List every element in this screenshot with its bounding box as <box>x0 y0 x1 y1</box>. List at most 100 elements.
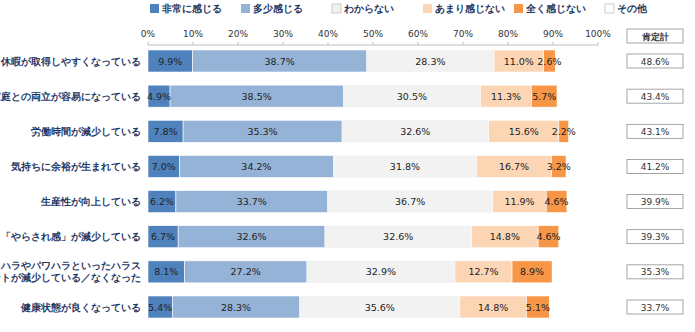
data-label: 28.3% <box>415 56 445 67</box>
legend-swatch <box>605 4 614 13</box>
data-label: 32.9% <box>366 266 396 277</box>
legend: 非常に感じる多少感じるわからないあまり感じない全く感じないその他 <box>150 3 648 15</box>
total-value: 43.1% <box>641 127 670 137</box>
bar-segment <box>552 261 598 283</box>
category-label: 労働時間が減少している <box>31 126 141 137</box>
total-box <box>627 89 683 103</box>
y-axis: 休暇が取得しやすくなっている家庭との両立が容易になっている労働時間が減少している… <box>0 56 141 314</box>
bar-segment <box>148 155 180 177</box>
total-box <box>627 230 683 244</box>
total-value: 41.2% <box>641 162 670 172</box>
bar-segment <box>555 50 598 72</box>
data-label: 14.8% <box>490 231 520 242</box>
tick-label: 80% <box>498 29 518 39</box>
bar-segment <box>455 261 512 283</box>
data-label: 6.7% <box>151 231 175 242</box>
total-box <box>627 265 683 279</box>
total-value: 39.9% <box>641 197 670 207</box>
tick-label: 100% <box>585 29 611 39</box>
tick-label: 90% <box>543 29 563 39</box>
data-label: 4.9% <box>147 91 171 102</box>
bar-segment <box>307 261 455 283</box>
bar-segment <box>184 261 306 283</box>
bar-segment <box>333 155 476 177</box>
data-label: 4.6% <box>545 196 569 207</box>
bar-segment <box>489 120 559 142</box>
bar-segment <box>477 155 552 177</box>
bar-segment <box>367 50 494 72</box>
bar-segment <box>559 226 598 248</box>
legend-label: 多少感じる <box>253 3 303 14</box>
bar-segment <box>342 120 489 142</box>
bar-segment <box>512 261 552 283</box>
data-label: 8.9% <box>520 266 544 277</box>
total-header-box <box>627 29 683 43</box>
category-label: 休暇が取得しやすくなっている <box>0 56 141 68</box>
legend-label: 全く感じない <box>525 3 586 15</box>
total-header: 肯定計 <box>641 32 669 42</box>
data-label: 32.6% <box>400 126 430 137</box>
data-label: 7.8% <box>153 126 177 137</box>
x-axis: 0%10%20%30%40%50%60%70%80%90%100% <box>141 29 611 45</box>
total-box <box>627 124 683 138</box>
category-label: 生産性が向上している <box>40 196 141 207</box>
tick-mark <box>553 42 554 45</box>
category-label: 気持ちに余裕が生まれている <box>10 161 141 172</box>
tick-mark <box>328 42 329 45</box>
bar-segment <box>148 191 176 213</box>
legend-label: その他 <box>617 3 648 14</box>
data-label: 8.1% <box>154 266 178 277</box>
bar-segment <box>180 155 334 177</box>
total-value: 33.7% <box>641 303 670 313</box>
legend-item: その他 <box>605 3 648 14</box>
bar-segment <box>148 50 193 72</box>
legend-swatch <box>241 4 250 13</box>
bar-segment <box>531 85 557 107</box>
tick-mark <box>373 42 374 45</box>
data-label: 32.6% <box>236 231 266 242</box>
tick-mark <box>418 42 419 45</box>
data-label: 11.9% <box>504 196 534 207</box>
data-label: 2.2% <box>552 126 576 137</box>
legend-swatch <box>332 4 341 13</box>
bar-segment <box>549 296 598 318</box>
tick-mark <box>148 42 149 45</box>
bar-segment <box>178 226 325 248</box>
data-label: 30.5% <box>397 91 427 102</box>
data-label: 16.7% <box>499 161 529 172</box>
data-label: 28.3% <box>221 302 251 313</box>
data-label: 31.8% <box>390 161 420 172</box>
data-label: 14.8% <box>478 302 508 313</box>
data-label: 38.7% <box>265 56 295 67</box>
tick-mark <box>193 42 194 45</box>
bar-segment <box>557 85 598 107</box>
category-label: 家庭との両立が容易になっている <box>0 91 141 103</box>
bar-segment <box>472 226 539 248</box>
bar-segment <box>172 296 299 318</box>
bar-segment <box>148 120 183 142</box>
bar-segment <box>183 120 342 142</box>
positive-total: 肯定計48.6%43.4%43.1%41.2%39.9%39.3%35.3%33… <box>627 29 683 314</box>
category-label: 健康状態が良くなっている <box>20 302 141 314</box>
bar-segment <box>176 191 328 213</box>
total-box <box>627 195 683 209</box>
bars <box>148 50 598 318</box>
legend-label: わからない <box>343 3 394 15</box>
bar-segment <box>343 85 480 107</box>
data-labels: 9.9%38.7%28.3%11.0%2.6%4.9%38.5%30.5%11.… <box>147 56 576 313</box>
category-label: 「やらされ感」が減少している <box>1 231 141 242</box>
bar-segment <box>328 191 493 213</box>
tick-label: 60% <box>408 29 428 39</box>
data-label: 6.2% <box>150 196 174 207</box>
data-label: 15.6% <box>509 126 539 137</box>
data-label: 5.1% <box>526 302 550 313</box>
total-value: 48.6% <box>641 57 670 67</box>
bar-segment <box>148 296 172 318</box>
bar-segment <box>526 296 549 318</box>
data-label: 4.6% <box>536 231 560 242</box>
data-label: 3.2% <box>547 161 571 172</box>
total-value: 35.3% <box>641 267 670 277</box>
data-label: 11.3% <box>491 91 521 102</box>
data-label: 35.6% <box>365 302 395 313</box>
data-label: 36.7% <box>395 196 425 207</box>
